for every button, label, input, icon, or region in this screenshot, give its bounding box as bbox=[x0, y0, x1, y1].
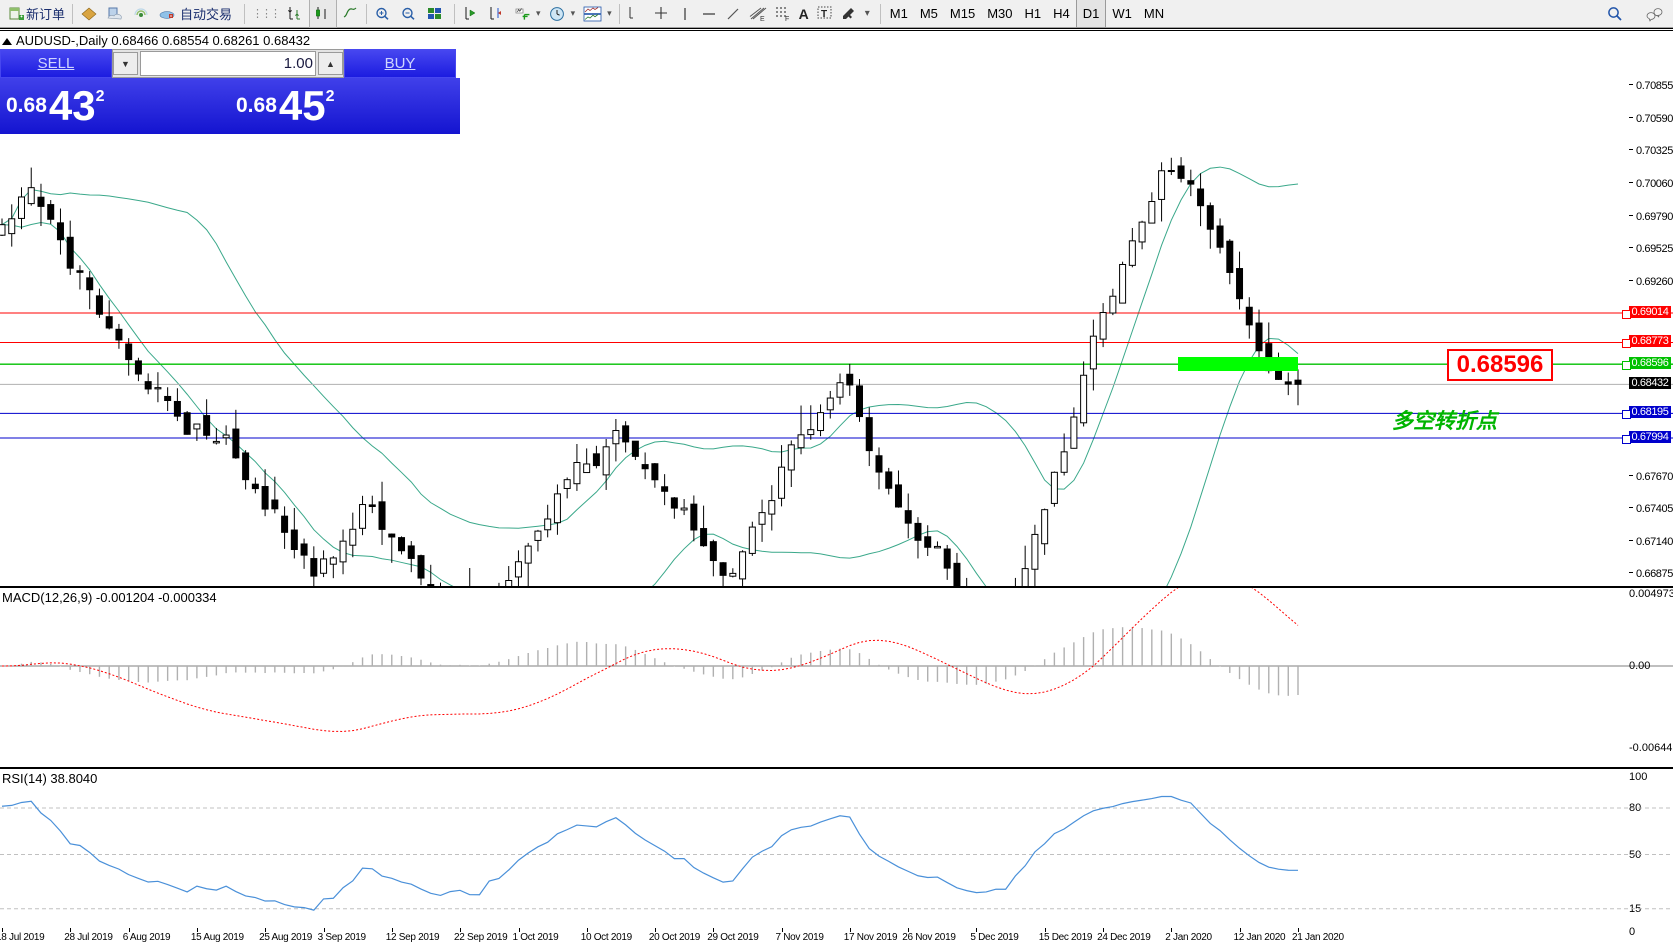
svg-text:T: T bbox=[821, 9, 827, 20]
svg-text:F: F bbox=[785, 16, 789, 22]
svg-text:E: E bbox=[760, 16, 765, 22]
